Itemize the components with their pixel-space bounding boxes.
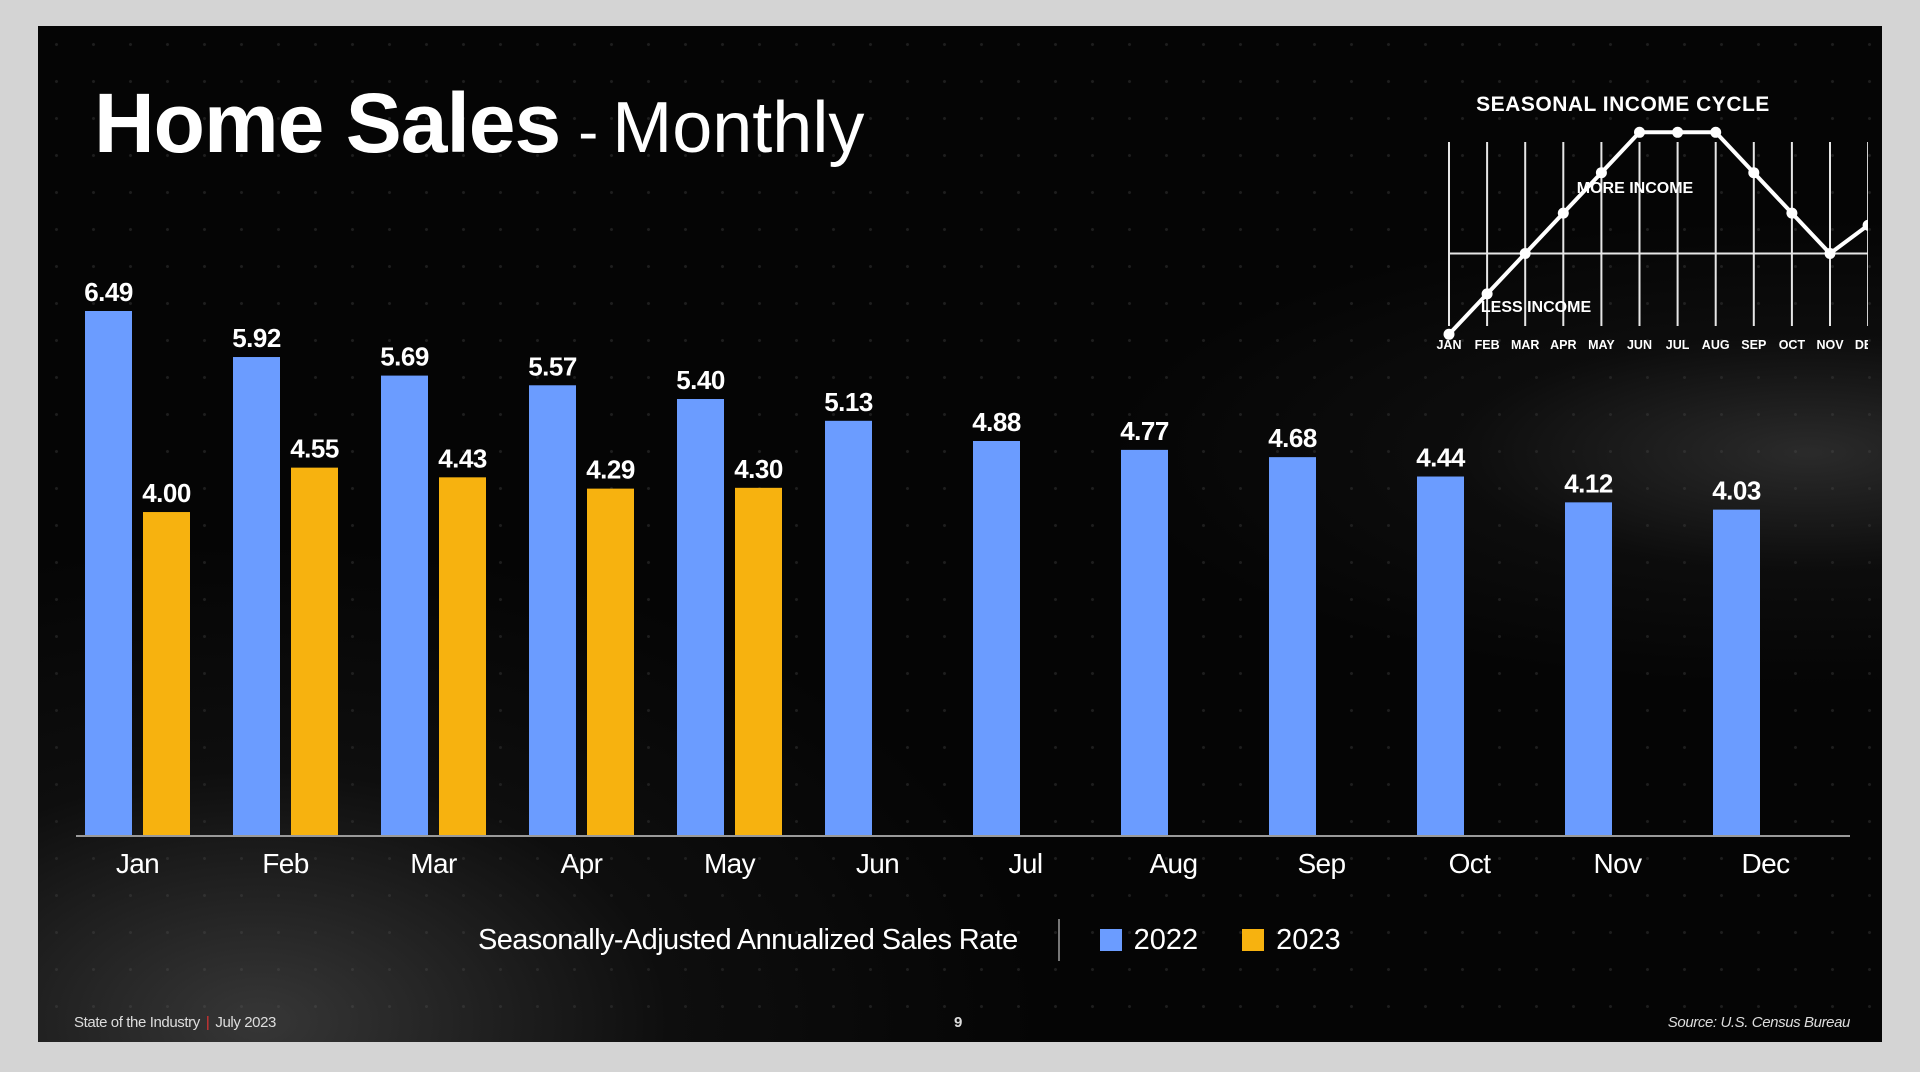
inset-tick-nov: NOV [1816,338,1844,352]
x-tick-aug: Aug [1149,848,1197,879]
x-tick-apr: Apr [561,848,603,879]
source-note: Source: U.S. Census Bureau [1667,1014,1851,1031]
inset-annotation-more-income: MORE INCOME [1577,180,1694,197]
legend-item-2022: 2022 [1099,923,1199,957]
title-dash: - [578,98,599,165]
inset-point-dec [1862,219,1868,231]
bar-2022-dec [1713,509,1760,835]
inset-tick-jun: JUN [1627,338,1652,352]
x-tick-may: May [704,848,756,879]
bar-2022-oct [1417,476,1464,835]
bar-2023-may [735,487,782,835]
inset-point-sep [1748,167,1760,179]
title-main: Home Sales [94,76,561,170]
data-label-2022-nov: 4.12 [1564,468,1613,498]
inset-cycle-line [1447,130,1868,336]
inset-point-apr [1557,207,1569,219]
page-number: 9 [954,1014,963,1031]
x-tick-dec: Dec [1742,848,1791,879]
bar-chart: 6.49 4.00 Jan 5.92 4.55 Feb 5.69 4.43 Mar 5.57 4.2… [76,277,1850,879]
bar-2022-jul [973,440,1020,835]
data-label-2023-feb: 4.55 [290,434,339,464]
bar-2022-apr [529,385,576,835]
inset-tick-sep: SEP [1741,338,1766,352]
data-label-2022-mar: 5.69 [380,342,429,372]
legend-label-2022: 2022 [1133,923,1199,956]
title-sub: Monthly [612,88,865,168]
data-label-2022-apr: 5.57 [528,351,577,381]
legend-title: Seasonally-Adjusted Annualized Sales Rat… [478,923,1018,956]
inset-point-jun [1634,126,1645,138]
legend: Seasonally-Adjusted Annualized Sales Rat… [478,919,1385,961]
inset-annotation-less-income: LESS INCOME [1481,299,1592,316]
data-label-2022-dec: 4.03 [1712,476,1761,506]
x-tick-jun: Jun [856,848,899,879]
x-tick-jan: Jan [116,848,159,879]
x-tick-nov: Nov [1594,848,1643,879]
inset-point-nov [1824,248,1836,259]
inset-point-jul [1672,126,1684,138]
x-tick-feb: Feb [262,848,308,879]
x-tick-mar: Mar [410,848,457,879]
inset-tick-oct: OCT [1779,338,1806,352]
bar-2022-jan [85,311,132,835]
inset-tick-jul: JUL [1666,338,1690,352]
inset-tick-mar: MAR [1511,338,1539,352]
legend-swatch-2022 [1099,929,1122,951]
inset-point-may [1595,167,1607,179]
legend-label-2023: 2023 [1276,923,1341,956]
data-label-2023-may: 4.30 [734,454,783,484]
data-label-2022-may: 5.40 [676,365,725,395]
bar-2022-feb [233,357,280,835]
footer-left: State of the Industry | July 2023 [74,1014,276,1031]
data-label-2023-jan: 4.00 [142,478,191,508]
data-label-2022-jan: 6.49 [84,277,133,307]
page-title: Home Sales - Monthly [94,68,864,178]
data-label-2022-sep: 4.68 [1268,423,1317,453]
legend-divider [1057,919,1060,961]
x-tick-oct: Oct [1449,848,1492,879]
data-label-2022-aug: 4.77 [1120,416,1169,446]
inset-point-jan [1443,328,1455,340]
seasonal-income-cycle-chart: SEASONAL INCOME CYCLE JAN FEB MAR APR MAY JUN J… [1436,93,1868,352]
bar-2023-apr [587,488,634,835]
inset-title: SEASONAL INCOME CYCLE [1476,93,1770,116]
legend-item-2023: 2023 [1242,924,1341,957]
data-label-2023-mar: 4.43 [438,443,487,473]
footer-date: July 2023 [215,1014,276,1031]
footer-separator: | [205,1014,210,1031]
inset-tick-apr: APR [1550,338,1576,352]
bar-2023-mar [439,477,486,835]
x-tick-jul: Jul [1009,848,1043,879]
bar-2022-jun [825,420,872,835]
bar-2023-feb [291,467,338,835]
inset-tick-feb: FEB [1475,338,1500,352]
legend-swatch-2023 [1242,929,1265,951]
data-label-2022-oct: 4.44 [1416,443,1466,473]
bar-2022-may [677,399,724,835]
bar-2022-nov [1565,502,1612,835]
data-label-2022-feb: 5.92 [232,323,281,353]
x-tick-sep: Sep [1297,848,1345,879]
inset-tick-dec: DEC [1855,338,1868,352]
bar-2022-mar [381,375,428,835]
data-label-2022-jun: 5.13 [824,387,873,417]
bar-2022-sep [1269,457,1316,835]
inset-point-oct [1786,207,1798,219]
inset-point-feb [1481,288,1493,300]
bar-2023-jan [143,512,190,835]
inset-tick-jan: JAN [1436,338,1461,352]
slide: Home Sales - Monthly 6.49 4.00 Jan 5.92 4.55 Fe… [38,26,1882,1042]
data-label-2023-apr: 4.29 [586,455,635,485]
data-label-2022-jul: 4.88 [972,407,1021,437]
footer-title: State of the Industry [74,1014,200,1031]
inset-tick-may: MAY [1588,338,1615,352]
inset-tick-aug: AUG [1702,338,1730,352]
inset-point-aug [1710,126,1722,138]
inset-point-mar [1519,248,1531,259]
bar-2022-aug [1121,449,1168,835]
